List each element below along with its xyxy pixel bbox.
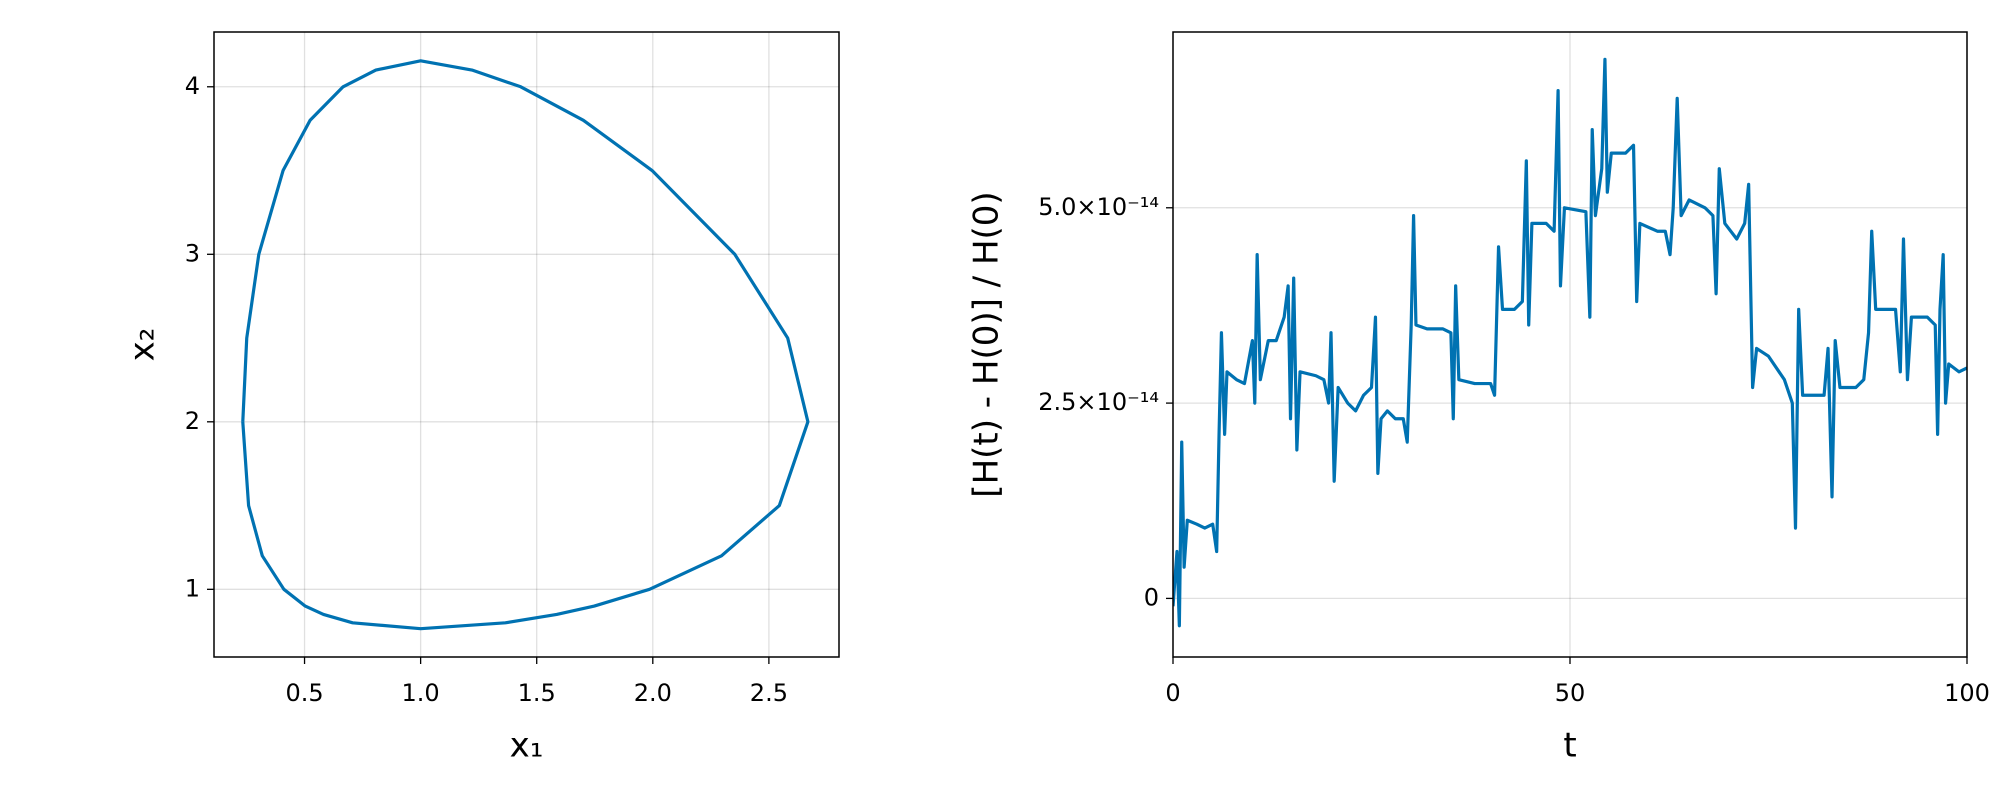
x-tick-label: 100	[1944, 679, 1990, 707]
x-tick-label: 50	[1555, 679, 1586, 707]
y-axis-label: [H(t) - H(0)] / H(0)	[967, 191, 1007, 497]
x-tick-label: 1.5	[518, 679, 556, 707]
x-axis-label: x₁	[510, 726, 544, 766]
y-tick-label: 3	[185, 239, 200, 267]
x-tick-label: 1.0	[402, 679, 440, 707]
y-tick-label: 0	[1144, 583, 1159, 611]
y-axis-label: x₂	[123, 328, 163, 362]
x-tick-label: 0.5	[285, 679, 323, 707]
y-tick-label: 4	[185, 72, 200, 100]
data-line	[1173, 57, 1967, 628]
axes-frame	[213, 31, 840, 658]
y-tick-label: 1	[185, 574, 200, 602]
panel: 0.5 1.0 1.5 2.0 2.5 1 2 3 4 x₁ x₂	[123, 31, 840, 766]
y-tick-label: 2.5×10⁻¹⁴	[1038, 388, 1159, 416]
x-axis-label: t	[1563, 726, 1576, 766]
data-line	[241, 59, 810, 631]
plot-area	[241, 59, 810, 631]
x-tick-label: 2.5	[750, 679, 788, 707]
plot-area	[1173, 57, 1967, 628]
x-tick-label: 0	[1165, 679, 1180, 707]
axes-frame	[1172, 31, 1968, 658]
x-tick-label: 2.0	[634, 679, 672, 707]
panel: 0 50 100 0 2.5×10⁻¹⁴ 5.0×10⁻¹⁴ t [H(t) - H(0)] …	[967, 31, 1990, 766]
y-tick-label: 2	[185, 407, 200, 435]
y-tick-label: 5.0×10⁻¹⁴	[1038, 193, 1159, 221]
